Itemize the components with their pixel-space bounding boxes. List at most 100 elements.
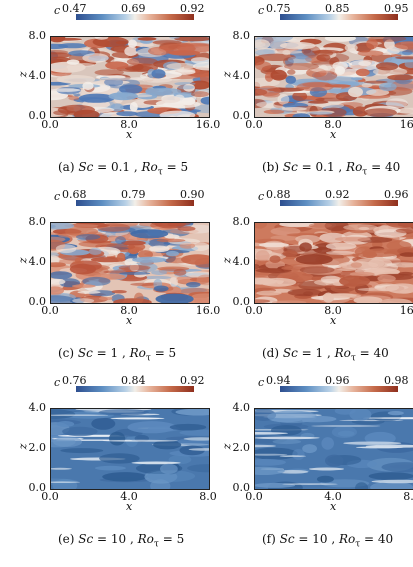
- caption-ro-label: Ro: [338, 532, 356, 546]
- z-tick-label: 4.0: [232, 255, 251, 268]
- contour-plot: [254, 408, 413, 490]
- caption-ro-value: = 5: [158, 532, 185, 546]
- colorbar: [280, 14, 398, 20]
- colorbar-variable-label: c: [258, 376, 265, 389]
- colorbar-tick: 0.69: [121, 2, 146, 15]
- x-tick-label: 4.0: [120, 490, 138, 503]
- x-tick-label: 8.0: [120, 304, 138, 317]
- caption-ro-subscript: τ: [153, 539, 159, 550]
- x-axis-label: x: [330, 500, 337, 513]
- caption-ro-subscript: τ: [157, 167, 163, 178]
- caption-sc-value: = 0.1 ,: [93, 160, 142, 174]
- caption-sc-value: = 1 ,: [92, 346, 130, 360]
- colorbar-variable-label: c: [258, 4, 265, 17]
- z-tick-label: 2.0: [232, 441, 251, 454]
- colorbar-tick: 0.84: [121, 374, 146, 387]
- colorbar-tick: 0.90: [180, 188, 205, 201]
- colorbar-tick: 0.79: [121, 188, 146, 201]
- caption-sc-value: = 1 ,: [297, 346, 335, 360]
- caption-prefix: (c): [58, 346, 78, 360]
- x-tick-label: 16.0: [195, 304, 221, 317]
- caption-ro-subscript: τ: [355, 539, 361, 550]
- caption-sc-label: Sc: [78, 532, 94, 546]
- z-axis-label: z: [16, 71, 30, 78]
- z-tick-label: 4.0: [28, 69, 47, 82]
- z-axis-label: z: [220, 257, 234, 264]
- panel-caption: (a) Sc = 0.1 , Roτ = 5: [58, 160, 188, 177]
- z-axis-label: z: [220, 71, 234, 78]
- colorbar-tick: 0.92: [180, 374, 205, 387]
- caption-ro-value: = 5: [150, 346, 177, 360]
- colorbar-tick: 0.96: [325, 374, 350, 387]
- x-tick-label: 0.0: [41, 490, 59, 503]
- x-axis-label: x: [126, 314, 133, 327]
- panel-caption: (e) Sc = 10 , Roτ = 5: [58, 532, 184, 549]
- z-tick-label: 4.0: [232, 69, 251, 82]
- x-tick-label: 0.0: [245, 490, 263, 503]
- z-tick-label: 4.0: [232, 401, 251, 414]
- x-tick-label: 8.0: [324, 304, 342, 317]
- caption-ro-label: Ro: [141, 160, 158, 174]
- caption-prefix: (f): [262, 532, 280, 546]
- colorbar-tick: 0.76: [62, 374, 87, 387]
- caption-sc-value: = 0.1 ,: [297, 160, 347, 174]
- colorbar-variable-label: c: [54, 376, 61, 389]
- z-tick-label: 4.0: [28, 401, 47, 414]
- colorbar-tick: 0.95: [384, 2, 409, 15]
- caption-sc-label: Sc: [279, 532, 295, 546]
- z-tick-label: 8.0: [28, 215, 47, 228]
- caption-sc-value: = 10 ,: [294, 532, 339, 546]
- x-tick-label: 0.0: [41, 304, 59, 317]
- caption-prefix: (a): [58, 160, 79, 174]
- caption-prefix: (d): [262, 346, 283, 360]
- colorbar-variable-label: c: [54, 190, 61, 203]
- panel-caption: (c) Sc = 1 , Roτ = 5: [58, 346, 176, 363]
- colorbar-tick: 0.88: [266, 188, 291, 201]
- caption-sc-label: Sc: [282, 160, 298, 174]
- caption-ro-subscript: τ: [350, 353, 356, 364]
- caption-ro-label: Ro: [346, 160, 363, 174]
- contour-plot: [254, 222, 413, 304]
- colorbar: [280, 200, 398, 206]
- colorbar: [76, 386, 194, 392]
- caption-ro-label: Ro: [137, 532, 154, 546]
- z-tick-label: 0.0: [232, 295, 251, 308]
- z-axis-label: z: [16, 257, 30, 264]
- z-tick-label: 0.0: [28, 109, 47, 122]
- colorbar-tick: 0.47: [62, 2, 87, 15]
- caption-ro-value: = 40: [355, 346, 389, 360]
- colorbar-tick: 0.75: [266, 2, 291, 15]
- x-tick-label: 8.0: [324, 118, 342, 131]
- x-tick-label: 16.0: [399, 304, 413, 317]
- caption-ro-value: = 40: [360, 532, 394, 546]
- caption-prefix: (e): [58, 532, 79, 546]
- caption-prefix: (b): [262, 160, 283, 174]
- panel-caption: (b) Sc = 0.1 , Roτ = 40: [262, 160, 400, 177]
- z-tick-label: 0.0: [28, 295, 47, 308]
- z-tick-label: 8.0: [232, 29, 251, 42]
- x-tick-label: 0.0: [245, 118, 263, 131]
- x-tick-label: 8.0: [403, 490, 413, 503]
- contour-plot: [50, 36, 210, 118]
- z-axis-label: z: [220, 443, 234, 450]
- colorbar-tick: 0.94: [266, 374, 291, 387]
- caption-sc-value: = 10 ,: [93, 532, 138, 546]
- z-tick-label: 8.0: [232, 215, 251, 228]
- contour-plot: [50, 222, 210, 304]
- caption-sc-label: Sc: [78, 160, 94, 174]
- caption-ro-subscript: τ: [362, 167, 368, 178]
- x-tick-label: 8.0: [199, 490, 217, 503]
- x-axis-label: x: [330, 128, 337, 141]
- x-tick-label: 0.0: [41, 118, 59, 131]
- x-tick-label: 16.0: [399, 118, 413, 131]
- panel-caption: (f) Sc = 10 , Roτ = 40: [262, 532, 393, 549]
- x-axis-label: x: [330, 314, 337, 327]
- colorbar-variable-label: c: [54, 4, 61, 17]
- z-tick-label: 0.0: [232, 481, 251, 494]
- colorbar-tick: 0.85: [325, 2, 350, 15]
- z-tick-label: 2.0: [28, 441, 47, 454]
- colorbar-tick: 0.92: [180, 2, 205, 15]
- x-axis-label: x: [126, 500, 133, 513]
- caption-ro-label: Ro: [129, 346, 146, 360]
- caption-ro-label: Ro: [334, 346, 351, 360]
